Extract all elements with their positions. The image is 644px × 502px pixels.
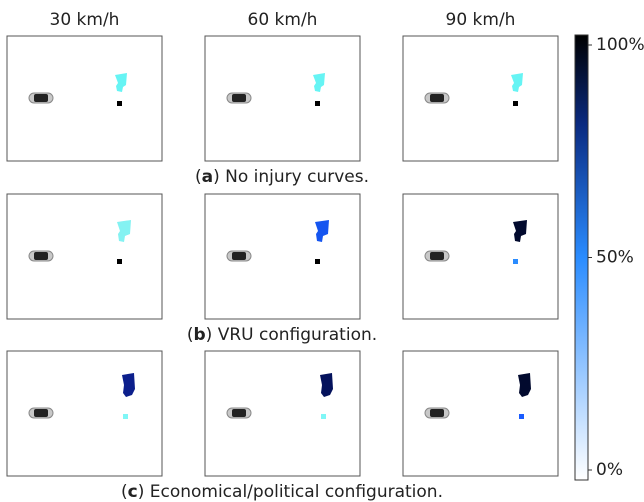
column-header: 30 km/h bbox=[50, 10, 120, 30]
caption-part: ) VRU configuration. bbox=[206, 325, 378, 345]
pedestrian bbox=[117, 101, 122, 106]
pedestrian bbox=[315, 101, 320, 106]
risk-cluster bbox=[320, 373, 333, 397]
risk-cluster bbox=[117, 220, 131, 242]
colorbar-label: 50% bbox=[596, 248, 634, 268]
car-window bbox=[232, 409, 246, 417]
caption: (c) Economical/political configuration. bbox=[121, 482, 443, 502]
caption: (b) VRU configuration. bbox=[187, 325, 377, 345]
column-header: 90 km/h bbox=[446, 10, 516, 30]
car-window bbox=[34, 252, 48, 260]
caption-part: ( bbox=[121, 482, 128, 502]
colorbar-label: 100% bbox=[596, 35, 644, 55]
car-window bbox=[430, 409, 444, 417]
caption-part: ( bbox=[187, 325, 194, 345]
pedestrian bbox=[513, 101, 518, 106]
panel bbox=[204, 193, 361, 320]
pedestrian bbox=[321, 414, 326, 419]
risk-cluster bbox=[115, 73, 127, 92]
risk-cluster bbox=[313, 73, 325, 92]
caption-part: c bbox=[128, 482, 138, 502]
caption-part: a bbox=[202, 167, 213, 187]
pedestrian bbox=[513, 259, 518, 264]
car-window bbox=[232, 252, 246, 260]
car-window bbox=[34, 94, 48, 102]
risk-cluster bbox=[518, 373, 531, 397]
risk-cluster bbox=[513, 220, 527, 242]
caption-part: ) No injury curves. bbox=[213, 167, 369, 187]
car-window bbox=[34, 409, 48, 417]
pedestrian bbox=[123, 414, 128, 419]
caption-part: ( bbox=[195, 167, 202, 187]
risk-cluster bbox=[122, 373, 135, 397]
car-window bbox=[430, 252, 444, 260]
risk-cluster bbox=[511, 73, 523, 92]
pedestrian bbox=[519, 414, 524, 419]
caption: (a) No injury curves. bbox=[195, 167, 369, 187]
risk-cluster bbox=[315, 220, 329, 242]
column-header: 60 km/h bbox=[248, 10, 318, 30]
pedestrian bbox=[117, 259, 122, 264]
caption-part: ) Economical/political configuration. bbox=[138, 482, 443, 502]
pedestrian bbox=[315, 259, 320, 264]
colorbar bbox=[574, 34, 589, 481]
car-window bbox=[430, 94, 444, 102]
colorbar-label: 0% bbox=[596, 460, 623, 480]
car-window bbox=[232, 94, 246, 102]
caption-part: b bbox=[193, 325, 205, 345]
